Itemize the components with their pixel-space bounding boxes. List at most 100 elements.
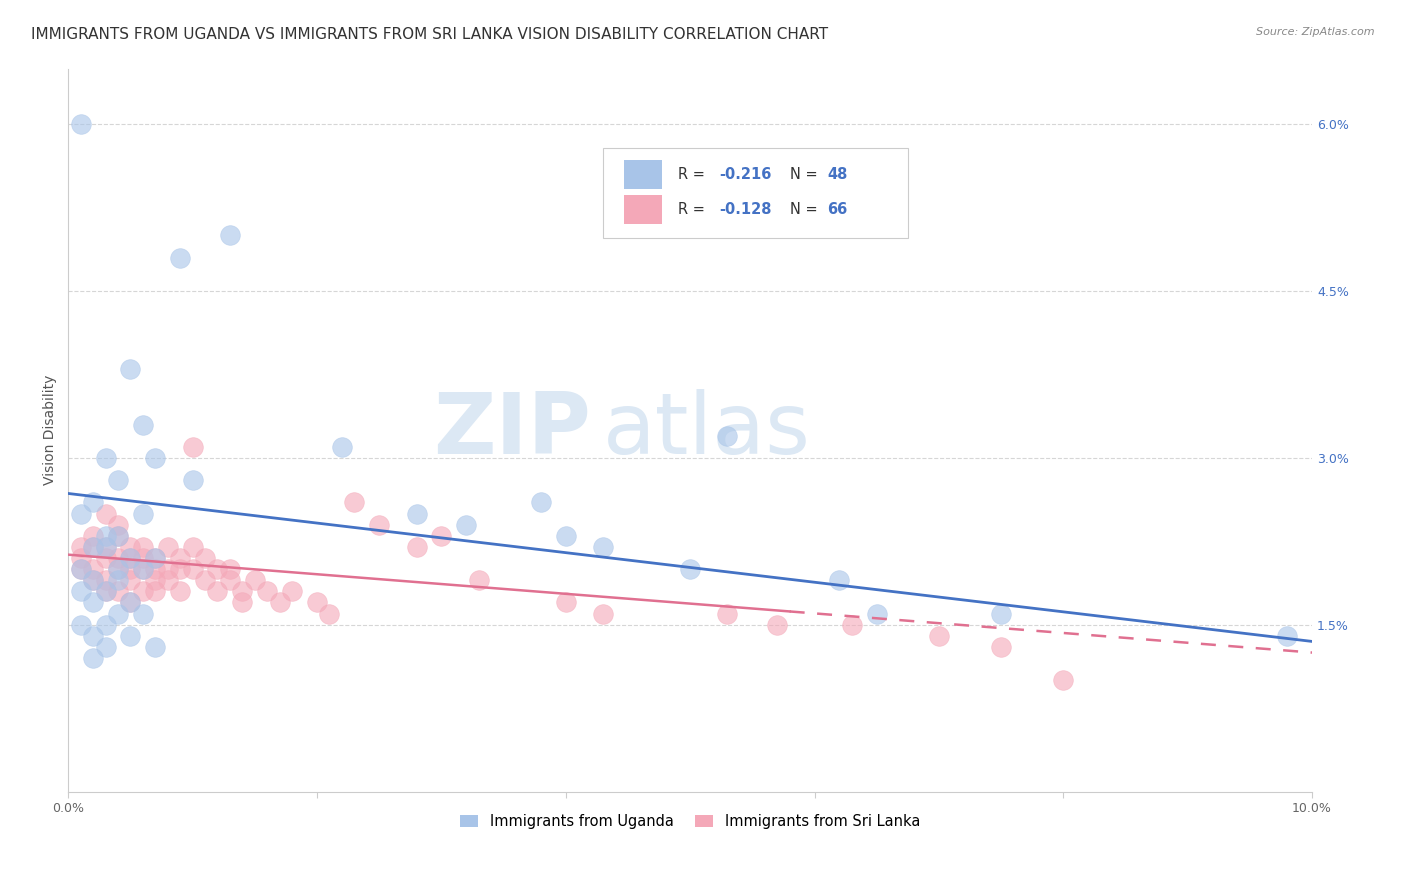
Point: [181, 540, 204, 554]
Point: [107, 584, 129, 599]
Point: [69, 117, 91, 131]
Point: [132, 584, 155, 599]
Point: [107, 607, 129, 621]
Point: [305, 595, 328, 609]
Point: [841, 617, 863, 632]
Point: [132, 551, 155, 566]
Point: [69, 551, 91, 566]
Point: [82, 495, 104, 509]
Point: [69, 562, 91, 576]
Point: [143, 562, 166, 576]
Text: ZIP: ZIP: [433, 389, 591, 472]
Point: [132, 562, 155, 576]
Point: [1052, 673, 1074, 688]
FancyBboxPatch shape: [603, 148, 908, 238]
Point: [592, 540, 614, 554]
Point: [82, 595, 104, 609]
Point: [107, 562, 129, 576]
Point: [120, 595, 142, 609]
Point: [143, 551, 166, 566]
Point: [219, 574, 242, 588]
Text: N =: N =: [790, 167, 823, 182]
Point: [169, 551, 191, 566]
Point: [181, 440, 204, 454]
Point: [120, 551, 142, 566]
Point: [554, 595, 576, 609]
Y-axis label: Vision Disability: Vision Disability: [44, 375, 58, 485]
Point: [716, 428, 738, 442]
Point: [231, 595, 253, 609]
Point: [107, 517, 129, 532]
Point: [143, 574, 166, 588]
Point: [716, 607, 738, 621]
Point: [169, 584, 191, 599]
Point: [69, 617, 91, 632]
Text: N =: N =: [790, 202, 823, 217]
Point: [405, 540, 427, 554]
Point: [132, 507, 155, 521]
Point: [281, 584, 304, 599]
Point: [120, 574, 142, 588]
Point: [69, 507, 91, 521]
Point: [82, 574, 104, 588]
Point: [405, 507, 427, 521]
Point: [82, 651, 104, 665]
Point: [256, 584, 278, 599]
Point: [94, 640, 117, 654]
Point: [107, 529, 129, 543]
Point: [219, 228, 242, 243]
Point: [467, 574, 489, 588]
Point: [169, 562, 191, 576]
Point: [94, 507, 117, 521]
Point: [194, 551, 217, 566]
Point: [156, 540, 179, 554]
Point: [231, 584, 253, 599]
Point: [120, 629, 142, 643]
Point: [368, 517, 391, 532]
Point: [82, 574, 104, 588]
Point: [143, 551, 166, 566]
Point: [82, 529, 104, 543]
Point: [330, 440, 353, 454]
Legend: Immigrants from Uganda, Immigrants from Sri Lanka: Immigrants from Uganda, Immigrants from …: [454, 808, 925, 835]
Point: [766, 617, 789, 632]
Point: [94, 574, 117, 588]
Text: 66: 66: [827, 202, 848, 217]
Point: [82, 540, 104, 554]
Point: [181, 473, 204, 487]
Text: -0.128: -0.128: [718, 202, 772, 217]
Point: [94, 529, 117, 543]
Point: [343, 495, 366, 509]
Point: [132, 417, 155, 432]
Point: [554, 529, 576, 543]
Point: [82, 562, 104, 576]
Point: [828, 574, 851, 588]
Point: [530, 495, 553, 509]
Point: [143, 584, 166, 599]
Point: [456, 517, 478, 532]
Point: [679, 562, 702, 576]
Point: [94, 551, 117, 566]
Point: [120, 595, 142, 609]
Text: R =: R =: [678, 167, 709, 182]
Point: [156, 574, 179, 588]
Point: [120, 562, 142, 576]
Point: [94, 584, 117, 599]
Point: [132, 562, 155, 576]
Point: [156, 562, 179, 576]
Text: -0.216: -0.216: [718, 167, 770, 182]
Point: [107, 574, 129, 588]
Bar: [624, 195, 662, 224]
Point: [107, 529, 129, 543]
Point: [94, 617, 117, 632]
Bar: [624, 160, 662, 188]
Point: [132, 540, 155, 554]
Point: [592, 607, 614, 621]
Point: [107, 473, 129, 487]
Point: [990, 607, 1012, 621]
Point: [143, 450, 166, 465]
Point: [430, 529, 453, 543]
Point: [990, 640, 1012, 654]
Text: IMMIGRANTS FROM UGANDA VS IMMIGRANTS FROM SRI LANKA VISION DISABILITY CORRELATIO: IMMIGRANTS FROM UGANDA VS IMMIGRANTS FRO…: [31, 27, 828, 42]
Point: [866, 607, 889, 621]
